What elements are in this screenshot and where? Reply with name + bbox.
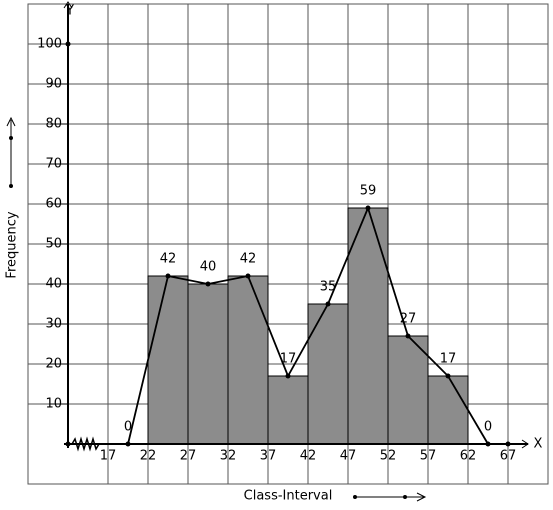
bar bbox=[187, 283, 229, 445]
axis-break bbox=[71, 436, 100, 452]
y-axis-name: Y bbox=[65, 4, 74, 19]
polygon-point bbox=[445, 373, 451, 379]
polygon-point bbox=[285, 373, 291, 379]
x-arrow bbox=[521, 439, 529, 449]
data-label: 27 bbox=[400, 312, 417, 327]
polygon-point bbox=[485, 441, 491, 447]
polygon-point bbox=[325, 301, 331, 307]
data-label: 17 bbox=[280, 352, 297, 367]
x-tick-label: 47 bbox=[340, 449, 357, 464]
origin-dot bbox=[65, 441, 71, 447]
x-tick-label: 57 bbox=[420, 449, 437, 464]
x-tick-label: 22 bbox=[140, 449, 157, 464]
data-label: 40 bbox=[200, 260, 217, 275]
bar bbox=[227, 275, 269, 445]
bar bbox=[387, 335, 429, 445]
bar bbox=[307, 303, 349, 445]
axis-dot bbox=[505, 441, 511, 447]
x-tick-label: 67 bbox=[500, 449, 517, 464]
y-axis-title: Frequency bbox=[5, 211, 20, 278]
data-label: 59 bbox=[360, 184, 377, 199]
data-label: 42 bbox=[240, 252, 257, 267]
y-tick-label: 20 bbox=[45, 357, 62, 372]
y-tick-label: 100 bbox=[37, 37, 62, 52]
y-direction-arrow bbox=[6, 116, 16, 188]
x-tick-label: 32 bbox=[220, 449, 237, 464]
data-label: 0 bbox=[484, 420, 492, 435]
x-tick-label: 42 bbox=[300, 449, 317, 464]
x-tick-label: 17 bbox=[100, 449, 117, 464]
polygon-point bbox=[165, 273, 171, 279]
bar bbox=[427, 375, 469, 445]
y-tick-label: 50 bbox=[45, 237, 62, 252]
polygon-point bbox=[125, 441, 131, 447]
x-tick-label: 27 bbox=[180, 449, 197, 464]
frequency-polygon bbox=[127, 205, 489, 445]
x-tick-label: 52 bbox=[380, 449, 397, 464]
y-tick-label: 60 bbox=[45, 197, 62, 212]
y-tick-label: 80 bbox=[45, 117, 62, 132]
x-direction-arrow bbox=[353, 492, 427, 502]
polygon-point bbox=[245, 273, 251, 279]
y-tick-label: 90 bbox=[45, 77, 62, 92]
x-tick-label: 37 bbox=[260, 449, 277, 464]
x-axis-name: X bbox=[534, 437, 543, 452]
bar bbox=[267, 375, 309, 445]
y-tick-label: 70 bbox=[45, 157, 62, 172]
polygon-point bbox=[405, 333, 411, 339]
x-axis-title: Class-Interval bbox=[244, 489, 333, 504]
polygon-point bbox=[365, 205, 371, 211]
y-tick-label: 40 bbox=[45, 277, 62, 292]
data-label: 17 bbox=[440, 352, 457, 367]
y-arrow bbox=[63, 1, 73, 9]
bar bbox=[147, 275, 189, 445]
polygon-point bbox=[205, 281, 211, 287]
y-tick-label: 10 bbox=[45, 397, 62, 412]
y-tick-label: 30 bbox=[45, 317, 62, 332]
data-label: 35 bbox=[320, 280, 337, 295]
x-tick-label: 62 bbox=[460, 449, 477, 464]
data-label: 42 bbox=[160, 252, 177, 267]
data-label: 0 bbox=[124, 420, 132, 435]
